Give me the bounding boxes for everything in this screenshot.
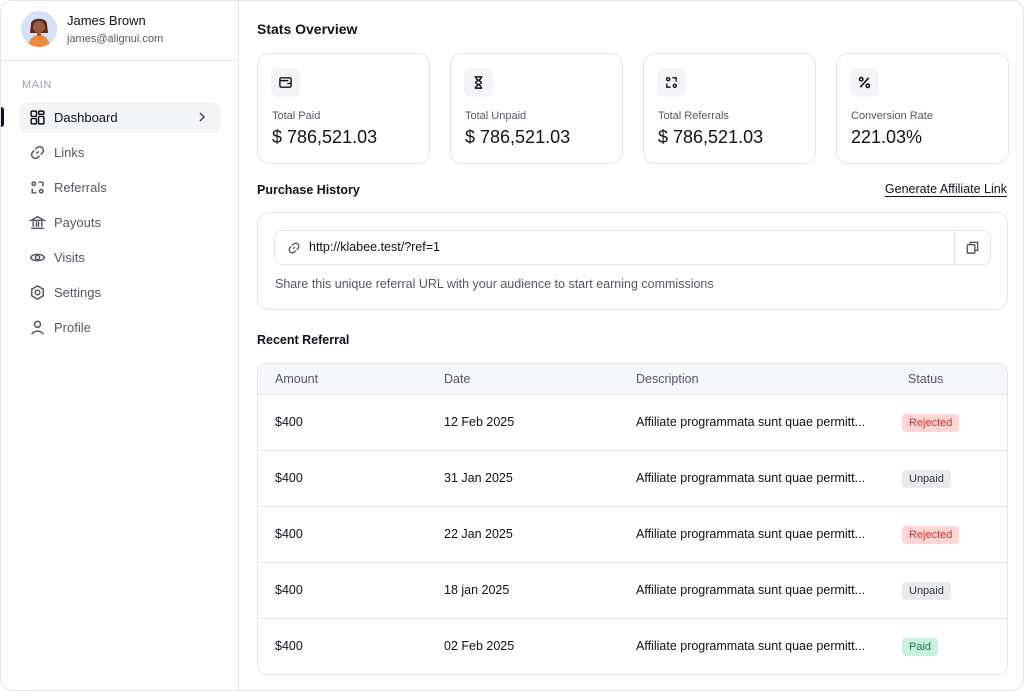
status-badge: Rejected [902, 526, 960, 544]
cell-amount: $400 [275, 527, 303, 541]
hourglass-icon [474, 76, 483, 89]
page-title: Stats Overview [257, 21, 358, 37]
stat-label: Conversion Rate [851, 110, 933, 122]
stat-label: Total Referrals [658, 110, 729, 122]
stat-label: Total Paid [272, 110, 321, 122]
referral-link-card: http://klabee.test/?ref=1 Share this uni… [257, 212, 1008, 310]
stat-value: 221.03% [851, 127, 923, 147]
sidebar-item-label: Dashboard [54, 110, 118, 125]
cell-description: Affiliate programmata sunt quae permitt.… [636, 471, 866, 485]
table-row[interactable]: $400 31 Jan 2025 Affiliate programmata s… [258, 451, 1007, 507]
stat-icon-container [657, 68, 686, 97]
cell-date: 31 Jan 2025 [444, 471, 513, 485]
sidebar-item-label: Referrals [54, 180, 107, 195]
sidebar-item-links[interactable]: Links [19, 137, 221, 168]
percent-icon [858, 76, 871, 89]
sidebar-item-label: Settings [54, 285, 101, 300]
stat-card-total-paid: Total Paid $ 786,521.03 [257, 53, 430, 164]
sidebar-item-label: Visits [54, 250, 85, 265]
link-icon [288, 242, 300, 254]
sidebar-item-visits[interactable]: Visits [19, 242, 221, 273]
status-badge: Unpaid [902, 582, 951, 600]
column-header-date[interactable]: Date [444, 372, 471, 386]
stat-icon-container [850, 68, 879, 97]
copy-icon [966, 241, 979, 254]
column-header-amount[interactable]: Amount [275, 372, 319, 386]
sidebar-item-payouts[interactable]: Payouts [19, 207, 221, 238]
referral-icon [666, 77, 677, 88]
stat-card-total-unpaid: Total Unpaid $ 786,521.03 [450, 53, 623, 164]
user-profile[interactable]: James Brown james@alignui.com [21, 11, 221, 49]
cell-date: 12 Feb 2025 [444, 415, 515, 429]
table-row[interactable]: $400 18 jan 2025 Affiliate programmata s… [258, 563, 1007, 619]
copy-url-button[interactable] [955, 230, 991, 265]
table-row[interactable]: $400 12 Feb 2025 Affiliate programmata s… [258, 395, 1007, 451]
cell-amount: $400 [275, 639, 303, 653]
sidebar: James Brown james@alignui.com MAIN Dashb… [1, 1, 239, 690]
referral-hint-text: Share this unique referral URL with your… [275, 277, 714, 291]
status-badge: Rejected [902, 414, 960, 432]
table-header: Amount Date Description Status [258, 364, 1007, 395]
stat-card-total-referrals: Total Referrals $ 786,521.03 [643, 53, 816, 164]
eye-icon [29, 253, 46, 262]
sidebar-item-label: Payouts [54, 215, 101, 230]
sidebar-item-settings[interactable]: Settings [19, 277, 221, 308]
main-content: Stats Overview Total Paid $ 786,521.03 T… [239, 1, 1023, 690]
cell-description: Affiliate programmata sunt quae permitt.… [636, 415, 866, 429]
sidebar-item-label: Profile [54, 320, 91, 335]
active-nav-marker [1, 107, 4, 127]
recent-referral-title: Recent Referral [257, 333, 350, 347]
stat-value: $ 786,521.03 [272, 127, 378, 147]
cell-date: 18 jan 2025 [444, 583, 510, 597]
stat-value: $ 786,521.03 [658, 127, 764, 147]
cell-date: 22 Jan 2025 [444, 527, 513, 541]
avatar [21, 11, 57, 47]
stat-icon-container [271, 68, 300, 97]
sidebar-item-label: Links [54, 145, 85, 160]
stat-icon-container [464, 68, 493, 97]
column-header-description[interactable]: Description [636, 372, 699, 386]
cell-description: Affiliate programmata sunt quae permitt.… [636, 527, 866, 541]
status-badge: Paid [902, 638, 939, 656]
generate-affiliate-link[interactable]: Generate Affiliate Link [884, 182, 1007, 196]
gear-icon [31, 285, 44, 300]
sidebar-item-referrals[interactable]: Referrals [19, 172, 221, 203]
sidebar-item-profile[interactable]: Profile [19, 312, 221, 343]
cell-amount: $400 [275, 583, 303, 597]
sidebar-item-dashboard[interactable]: Dashboard [19, 102, 221, 133]
link-icon [30, 145, 45, 160]
column-header-status[interactable]: Status [908, 372, 944, 386]
table-row[interactable]: $400 22 Jan 2025 Affiliate programmata s… [258, 507, 1007, 563]
cell-date: 02 Feb 2025 [444, 639, 515, 653]
stat-value: $ 786,521.03 [465, 127, 571, 147]
sidebar-divider [1, 60, 238, 61]
cell-amount: $400 [275, 471, 303, 485]
cell-description: Affiliate programmata sunt quae permitt.… [636, 583, 866, 597]
sidebar-section-label: MAIN [22, 79, 52, 91]
wallet-icon [279, 77, 292, 88]
stat-label: Total Unpaid [465, 110, 527, 122]
cell-amount: $400 [275, 415, 303, 429]
referral-url-field[interactable]: http://klabee.test/?ref=1 [274, 230, 955, 265]
table-row[interactable]: $400 02 Feb 2025 Affiliate programmata s… [258, 619, 1007, 674]
cell-description: Affiliate programmata sunt quae permitt.… [636, 639, 866, 653]
user-icon [31, 320, 44, 335]
referral-table: Amount Date Description Status $400 12 F… [257, 363, 1008, 675]
purchase-history-title: Purchase History [257, 183, 360, 197]
referral-url-text: http://klabee.test/?ref=1 [309, 240, 440, 254]
bank-icon [29, 215, 46, 230]
status-badge: Unpaid [902, 470, 951, 488]
referral-icon [31, 181, 44, 194]
grid-icon [30, 110, 45, 125]
user-name: James Brown [67, 13, 146, 28]
stat-card-conversion-rate: Conversion Rate 221.03% [836, 53, 1009, 164]
chevron-right-icon [199, 112, 206, 122]
user-email: james@alignui.com [67, 33, 164, 45]
